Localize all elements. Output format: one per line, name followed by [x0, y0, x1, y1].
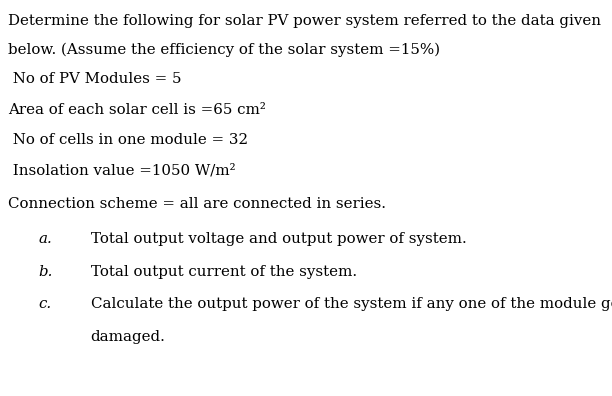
Text: a.: a. [39, 232, 52, 246]
Text: No of cells in one module = 32: No of cells in one module = 32 [8, 133, 248, 147]
Text: Connection scheme = all are connected in series.: Connection scheme = all are connected in… [8, 197, 386, 211]
Text: Determine the following for solar PV power system referred to the data given: Determine the following for solar PV pow… [8, 14, 601, 28]
Text: c.: c. [39, 297, 51, 311]
Text: Insolation value =1050 W/m²: Insolation value =1050 W/m² [8, 164, 236, 178]
Text: damaged.: damaged. [91, 330, 165, 344]
Text: Total output current of the system.: Total output current of the system. [91, 265, 357, 278]
Text: Area of each solar cell is =65 cm²: Area of each solar cell is =65 cm² [8, 103, 266, 117]
Text: below. (Assume the efficiency of the solar system =15%): below. (Assume the efficiency of the sol… [8, 42, 440, 57]
Text: Calculate the output power of the system if any one of the module gets: Calculate the output power of the system… [91, 297, 612, 311]
Text: No of PV Modules = 5: No of PV Modules = 5 [8, 72, 181, 86]
Text: b.: b. [39, 265, 53, 278]
Text: Total output voltage and output power of system.: Total output voltage and output power of… [91, 232, 466, 246]
